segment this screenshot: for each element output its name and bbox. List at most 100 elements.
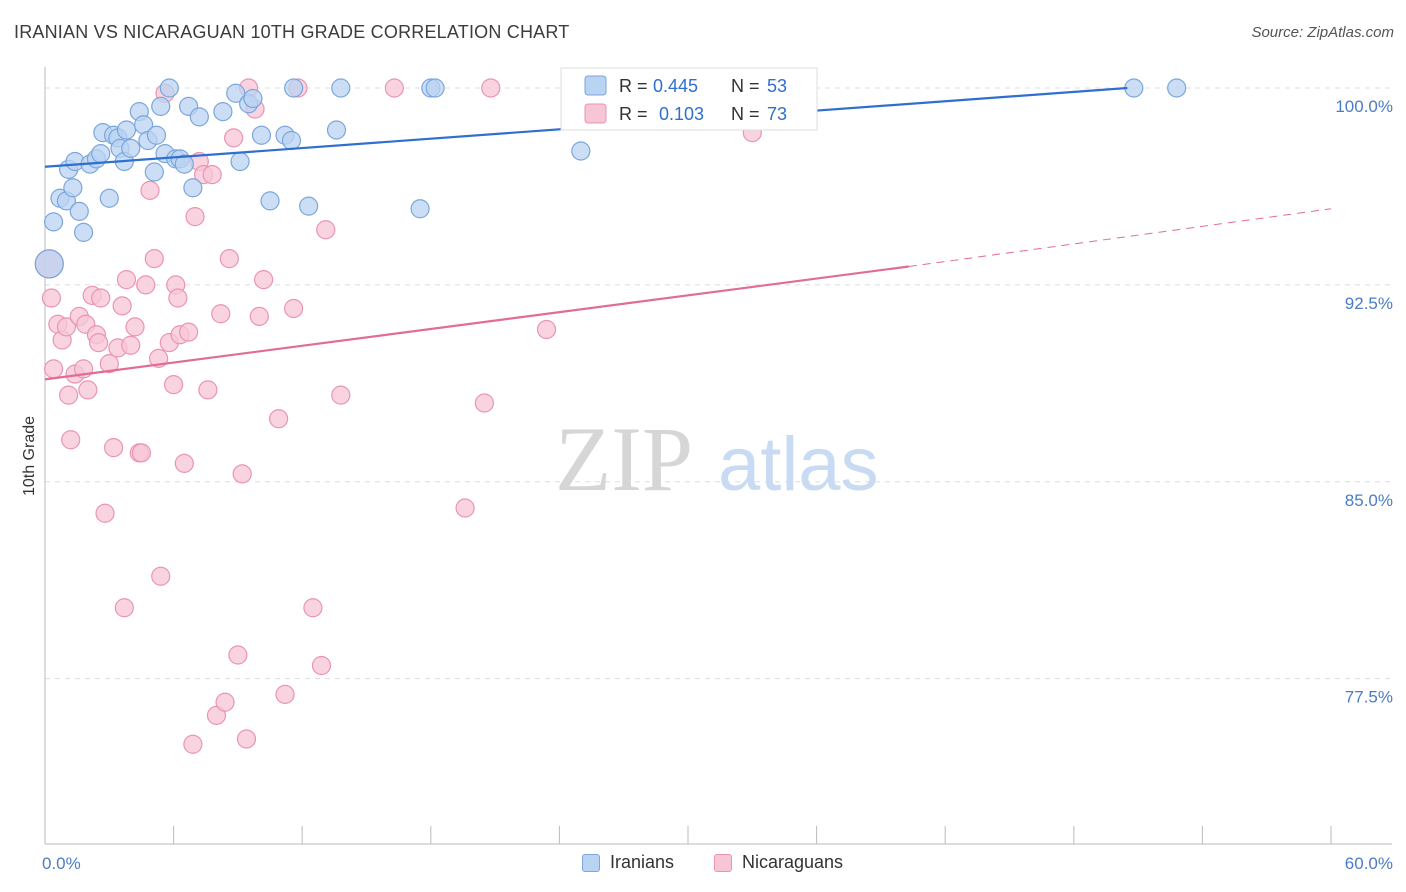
nicaraguan-point [91,288,111,308]
nicaraguan-point [384,78,404,98]
nicaraguan-point [249,306,269,326]
nicaraguan-point [311,655,332,676]
nicaraguan-point [198,380,218,400]
nicaraguan-point [58,385,79,405]
legend-r-label-1: R = [619,76,648,96]
iranian-point [425,78,445,98]
nicaraguans-trend-line [44,265,909,381]
nicaraguan-point [179,322,199,342]
legend-swatch-iranians [584,75,607,96]
nicaraguan-point [99,354,119,374]
grid-lines [45,87,1392,680]
nicaraguan-point [269,409,289,429]
nicaraguan-point [168,288,188,308]
iranian-point [410,199,430,219]
nicaraguan-point [183,734,203,754]
nicaraguan-point [151,566,171,586]
nicaraguan-point [254,270,274,290]
nicaraguans-trend-extension [908,208,1332,267]
nicaraguan-point [303,598,323,618]
nicaraguan-point [219,249,239,269]
legend-n-label-2: N = [731,104,760,124]
nicaraguan-point [116,270,137,290]
iranian-point [34,249,64,279]
nicaraguan-point [316,220,336,240]
nicaraguan-point [125,317,145,337]
nicaraguan-point [236,729,257,749]
nicaraguan-point [131,443,152,463]
nicaraguan-point [56,317,77,337]
nicaraguan-point [474,393,494,413]
nicaraguan-point [174,453,194,473]
nicaraguan-point [232,464,252,484]
nicaraguan-point [140,180,160,200]
iranian-point [151,96,171,116]
iranian-point [146,125,167,145]
nicaraguan-point [481,78,501,98]
nicaraguans-swatch [714,853,732,872]
iranian-point [174,154,194,174]
axes [44,67,1392,845]
bottom-legend-label-nicaraguans: Nicaraguans [742,852,844,872]
nicaraguan-point [275,684,295,704]
nicaraguan-point [215,692,235,712]
iranian-point [571,141,591,161]
x-tick-label: 0.0% [42,854,81,873]
source-label: Source: ZipAtlas.com [1251,24,1394,41]
iranian-point [159,78,179,98]
iranian-point [43,212,64,232]
x-tick-labels: 0.0% 60.0% [42,854,1393,873]
iranian-point [213,102,233,122]
iranian-point [63,178,83,198]
nicaraguan-point [61,430,81,450]
iranian-point [260,191,280,211]
iranian-point [99,188,119,208]
iranians-swatch [582,853,600,872]
bottom-legend-item-iranians: Iranians [582,852,674,873]
iranian-point [299,196,319,216]
y-tick-label: 77.5% [1345,688,1393,707]
legend-box: R = 0.445 N = 53 R = 0.103 N = 73 [560,67,818,131]
iranian-point [331,78,351,98]
chart-title: IRANIAN VS NICARAGUAN 10TH GRADE CORRELA… [14,22,570,42]
legend-n-value-1: 53 [767,76,787,96]
nicaraguan-point [95,503,115,523]
nicaraguan-point [78,380,98,400]
nicaraguan-point [455,498,475,518]
iranian-point [116,120,137,140]
nicaraguan-point [284,298,304,319]
legend-r-value-2: 0.103 [659,104,704,124]
iranian-point [284,78,304,98]
nicaraguan-point [331,385,351,405]
y-tick-label: 92.5% [1345,294,1393,313]
legend-r-label-2: R = [619,104,648,124]
legend-n-label-1: N = [731,76,760,96]
nicaraguan-point [144,249,164,269]
iranian-point [73,222,94,242]
iranian-point [243,88,263,109]
watermark: ZIP atlas [555,408,879,510]
nicaraguan-point [185,207,205,227]
iranian-point [1124,78,1144,98]
nicaraguan-point [228,645,248,665]
nicaraguan-point [114,598,134,618]
bottom-legend: Iranians Nicaraguans [0,852,1406,878]
nicaraguan-point [202,165,222,185]
nicaraguan-point [103,438,124,458]
nicaraguan-point [43,359,64,379]
y-tick-label: 100.0% [1335,97,1393,116]
nicaraguan-point [164,375,184,395]
iranian-point [91,144,111,164]
legend-n-value-2: 73 [767,104,787,124]
nicaraguan-point [224,128,244,148]
nicaraguan-point [121,335,141,355]
iranian-point [326,120,347,140]
watermark-atlas: atlas [718,422,879,507]
iranian-point [251,125,272,145]
iranian-point [189,107,209,127]
legend-swatch-nicaraguans [584,103,607,124]
x-tick-label: 60.0% [1345,854,1393,873]
iranian-point [226,83,246,103]
y-axis-title: 10th Grade [21,416,38,496]
